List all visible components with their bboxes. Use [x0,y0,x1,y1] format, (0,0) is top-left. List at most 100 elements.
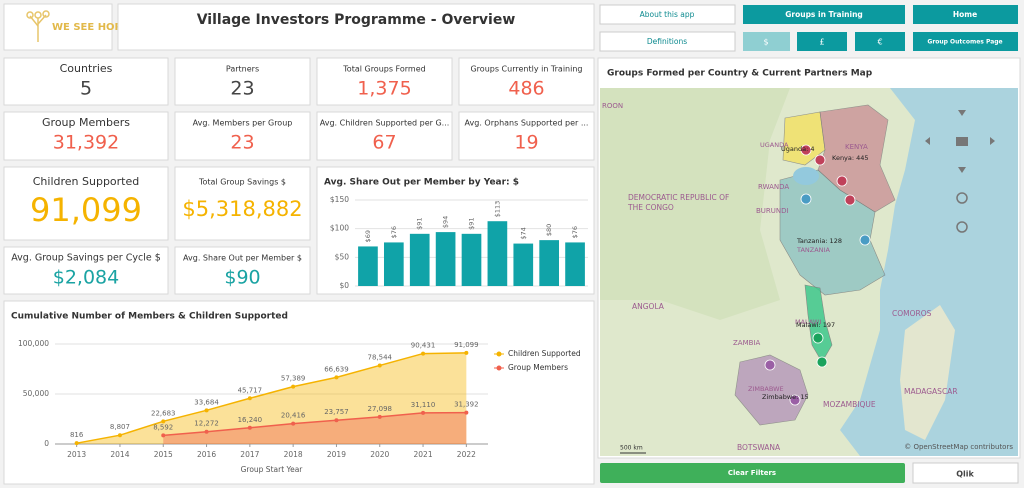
bar [461,233,482,286]
area-fill [163,412,467,444]
x-tick-label: 2021 [414,450,433,459]
clear-filters-button[interactable] [600,463,905,483]
zoom-controls[interactable] [925,110,995,233]
kpi-value: 1,375 [357,78,411,100]
value-label: 12,272 [194,420,219,428]
point [204,408,209,413]
point [247,396,252,401]
value-label: 23,757 [324,408,349,416]
about-button[interactable] [599,4,736,25]
legend-label: Children Supported [508,349,581,358]
qlik-label: Qlik [956,470,974,479]
point [161,419,166,424]
value-label: 57,389 [281,375,306,383]
kpi-value: 19 [514,132,538,154]
kpi-label: Avg. Children Supported per G... [320,119,450,128]
point [291,384,296,389]
country-label: UGANDA [760,141,789,149]
y-tick-label: 50,000 [23,389,49,398]
value-label: 20,416 [281,412,306,420]
about-label: About this app [640,10,695,19]
point [74,441,79,446]
kpi-tile [174,57,311,106]
value-label: $94 [442,216,450,228]
value-label: 33,684 [194,398,219,406]
kpi-label: Groups Currently in Training [470,65,582,74]
country-label: MALAWI [795,318,821,326]
area-fill [76,352,467,444]
training-button[interactable] [743,5,905,24]
value-label: $76 [390,226,398,238]
usd-label: $ [763,38,768,47]
lake-victoria [793,167,819,185]
usd-button[interactable] [743,32,790,51]
point [291,421,296,426]
bar [487,221,508,286]
country-label: ROON [602,102,623,110]
kpi-value: 5 [80,78,92,100]
y-tick-label: $0 [339,281,349,290]
kpi-tile [3,57,169,106]
kpi-tile [174,166,311,241]
map-title: Groups Formed per Country & Current Part… [607,69,873,79]
kpi-value: 91,099 [30,191,142,229]
y-tick-label: 0 [44,439,49,448]
country-label: TANZANIA [796,246,830,254]
bubble-label: Malawi: 197 [796,321,835,329]
home-button[interactable] [913,5,1018,24]
point [421,351,426,356]
x-tick-label: 2016 [197,450,216,459]
value-label: 45,717 [238,386,263,394]
kpi-value: 23 [230,78,254,100]
country-label: MADAGASCAR [904,387,958,396]
scale-label: 500 km [620,445,643,452]
country-label: COMOROS [892,309,932,318]
kpi-tile [316,111,453,161]
bubble-label: Kenya: 445 [832,154,869,162]
point [377,414,382,419]
kpi-tile [174,246,311,295]
x-tick-label: 2020 [370,450,389,459]
x-tick-label: 2017 [240,450,259,459]
kpi-label: Avg. Share Out per Member $ [183,254,302,263]
definitions-button[interactable] [599,31,736,52]
kpi-value: $2,084 [53,267,119,289]
value-label: $80 [545,224,553,236]
y-tick-label: $150 [330,195,349,204]
malawi [804,284,833,363]
series-line [163,411,467,437]
training-label: Groups in Training [785,10,863,19]
value-label: 27,098 [368,405,393,413]
kpi-label: Avg. Orphans Supported per ... [465,119,589,128]
bar [409,233,430,286]
value-label: $74 [519,227,527,239]
logo-box [3,3,113,51]
value-label: 16,240 [238,416,263,424]
x-axis-label: Group Start Year [241,465,304,474]
kpi-value: 67 [372,132,396,154]
bubble-label: Tanzania: 128 [796,237,842,245]
value-label: 8,807 [110,423,130,431]
chart-panel [3,300,595,485]
country-label: DEMOCRATIC REPUBLIC OF THE CONGO [627,193,729,212]
value-label: 31,110 [411,401,436,409]
y-tick-label: $50 [335,252,350,261]
value-label: $76 [571,226,579,238]
point [334,375,339,380]
logo: WE SEE HOPE [52,22,129,33]
outcomes-button[interactable] [913,32,1018,51]
value-label: 91,099 [454,341,479,349]
chart-title: Cumulative Number of Members & Children … [11,312,288,322]
clear-filters-label: Clear Filters [728,469,776,477]
point [117,433,122,438]
x-tick-label: 2013 [67,450,86,459]
kpi-value: 23 [230,132,254,154]
kpi-label: Total Group Savings $ [198,178,286,187]
eur-button[interactable] [855,32,905,51]
y-tick-label: $100 [330,224,349,233]
gbp-button[interactable] [797,32,847,51]
bar [539,240,560,286]
y-tick-label: 100,000 [18,339,49,348]
kpi-value: 486 [508,78,544,100]
